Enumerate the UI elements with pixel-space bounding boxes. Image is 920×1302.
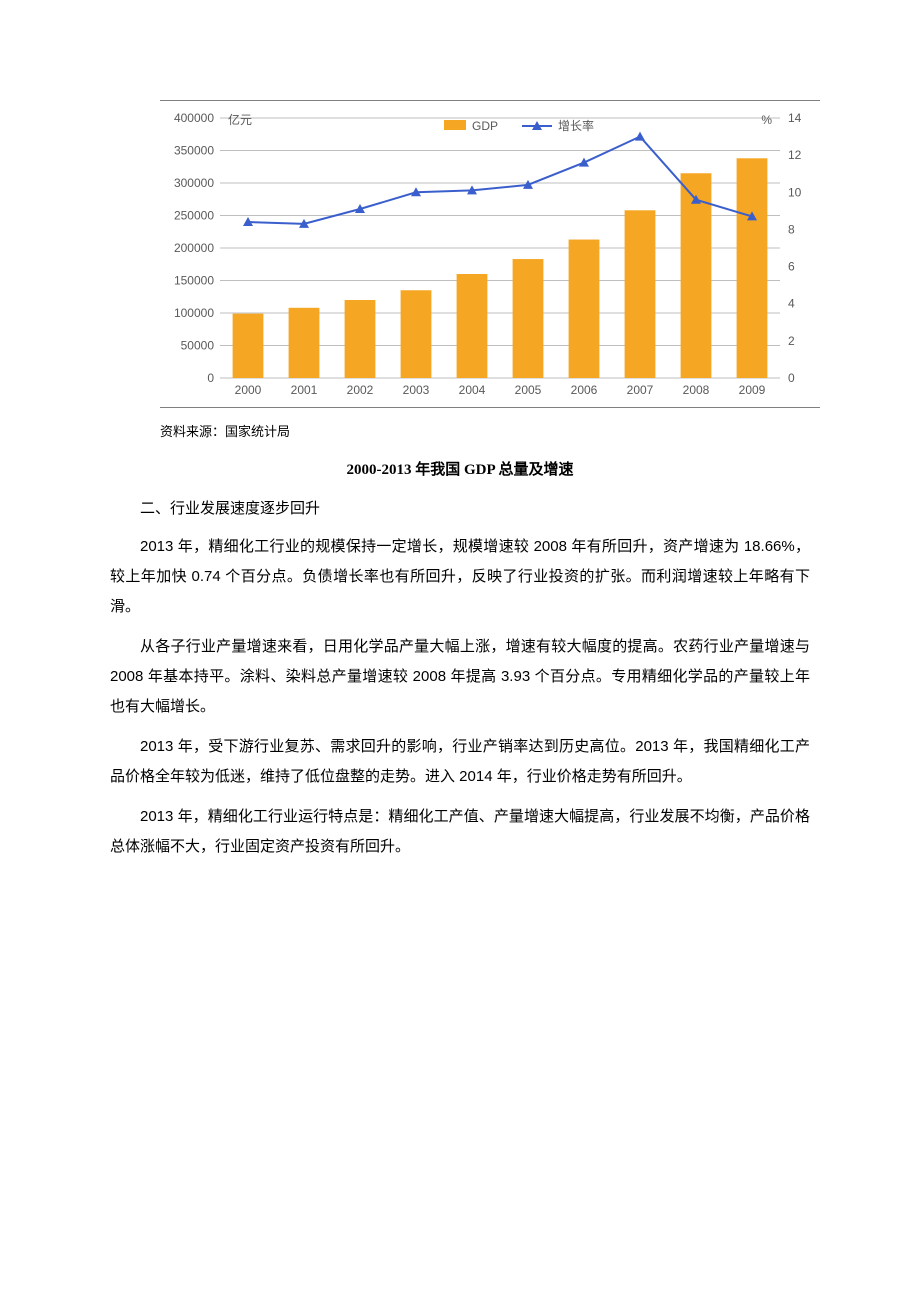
paragraph-3: 2013 年，受下游行业复苏、需求回升的影响，行业产销率达到历史高位。2013 … — [110, 732, 810, 792]
svg-text:4: 4 — [788, 297, 795, 311]
svg-text:400000: 400000 — [174, 111, 214, 125]
svg-text:2001: 2001 — [291, 383, 318, 397]
svg-text:8: 8 — [788, 222, 795, 236]
svg-text:0: 0 — [788, 371, 795, 385]
svg-text:2006: 2006 — [571, 383, 598, 397]
paragraph-1: 2013 年，精细化工行业的规模保持一定增长，规模增速较 2008 年有所回升，… — [110, 532, 810, 622]
svg-text:2007: 2007 — [627, 383, 654, 397]
svg-text:亿元: 亿元 — [228, 112, 252, 127]
svg-text:10: 10 — [788, 185, 802, 199]
svg-text:100000: 100000 — [174, 306, 214, 320]
svg-text:6: 6 — [788, 260, 795, 274]
svg-text:12: 12 — [788, 148, 802, 162]
svg-text:14: 14 — [788, 111, 802, 125]
svg-text:2002: 2002 — [347, 383, 374, 397]
svg-text:300000: 300000 — [174, 176, 214, 190]
svg-text:2000: 2000 — [235, 383, 262, 397]
svg-text:%: % — [761, 113, 772, 127]
paragraph-4: 2013 年，精细化工行业运行特点是：精细化工产值、产量增速大幅提高，行业发展不… — [110, 802, 810, 862]
section-heading: 二、行业发展速度逐步回升 — [110, 497, 810, 518]
svg-text:增长率: 增长率 — [558, 118, 594, 133]
svg-text:200000: 200000 — [174, 241, 214, 255]
gdp-chart-svg: 0 50000 100000 150000 200000 250000 300000 3500… — [160, 100, 820, 408]
svg-text:2005: 2005 — [515, 383, 542, 397]
svg-text:2009: 2009 — [739, 383, 766, 397]
svg-text:2: 2 — [788, 334, 795, 348]
svg-text:GDP: GDP — [472, 119, 498, 133]
svg-text:350000: 350000 — [174, 144, 214, 158]
svg-text:0: 0 — [207, 371, 214, 385]
paragraph-2: 从各子行业产量增速来看，日用化学品产量大幅上涨，增速有较大幅度的提高。农药行业产… — [110, 632, 810, 722]
svg-text:2004: 2004 — [459, 383, 486, 397]
chart-caption: 2000-2013 年我国 GDP 总量及增速 — [110, 458, 810, 479]
svg-text:150000: 150000 — [174, 274, 214, 288]
svg-text:2003: 2003 — [403, 383, 430, 397]
chart-source: 资料来源：国家统计局 — [160, 421, 810, 440]
svg-text:250000: 250000 — [174, 209, 214, 223]
svg-text:50000: 50000 — [181, 339, 215, 353]
svg-text:2008: 2008 — [683, 383, 710, 397]
gdp-chart: 0 50000 100000 150000 200000 250000 300000 3500… — [160, 100, 810, 413]
